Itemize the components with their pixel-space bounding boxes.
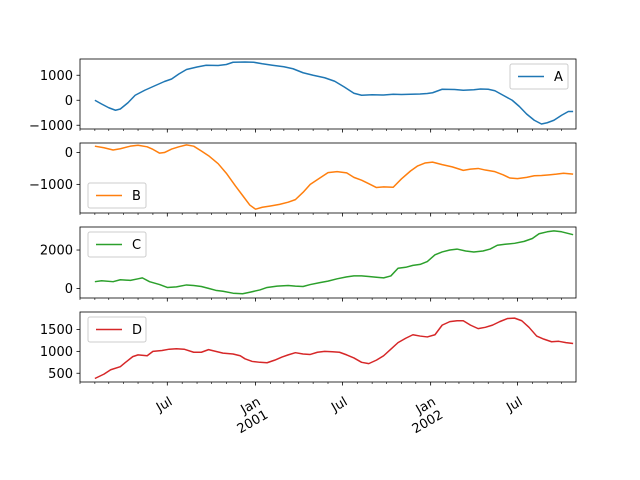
subplot-C: 0 2000 C (40, 226, 577, 302)
y-tick-label: 1000 (40, 69, 73, 84)
series-line-D (94, 317, 574, 380)
legend: C (87, 231, 147, 258)
y-tick-label: 0 (65, 94, 73, 109)
legend: B (87, 182, 147, 209)
y-tick-label: 0 (65, 146, 73, 161)
y-tick-label: 1500 (40, 323, 73, 338)
x-tick-label: Jul (328, 395, 350, 416)
legend-label: A (554, 70, 563, 85)
legend-label: C (132, 238, 141, 253)
legend: A (509, 63, 569, 90)
x-tick-label: Jul (153, 395, 175, 416)
legend: D (87, 316, 147, 343)
subplot-A: −1000 0 1000 A (29, 58, 577, 134)
y-tick-label: 2000 (40, 244, 73, 259)
y-tick-label: 1000 (40, 345, 73, 360)
y-tick-label: −1000 (29, 119, 73, 134)
y-tick-label: 500 (48, 367, 73, 382)
legend-label: D (132, 323, 142, 338)
x-tick-label: Jul (503, 395, 525, 416)
y-tick-label: 0 (65, 282, 73, 297)
subplot-D: 500 1000 1500 D (40, 311, 577, 386)
legend-label: B (132, 189, 141, 204)
series-line-A (94, 61, 574, 125)
series-line-C (94, 230, 574, 295)
y-tick-label: −1000 (29, 178, 73, 193)
series-line-B (94, 144, 574, 210)
subplots: −1000 0 1000 A −1000 0 B 0 2000 C 500 1000 1500 D (29, 58, 577, 386)
subplot-B: −1000 0 B (29, 142, 577, 217)
